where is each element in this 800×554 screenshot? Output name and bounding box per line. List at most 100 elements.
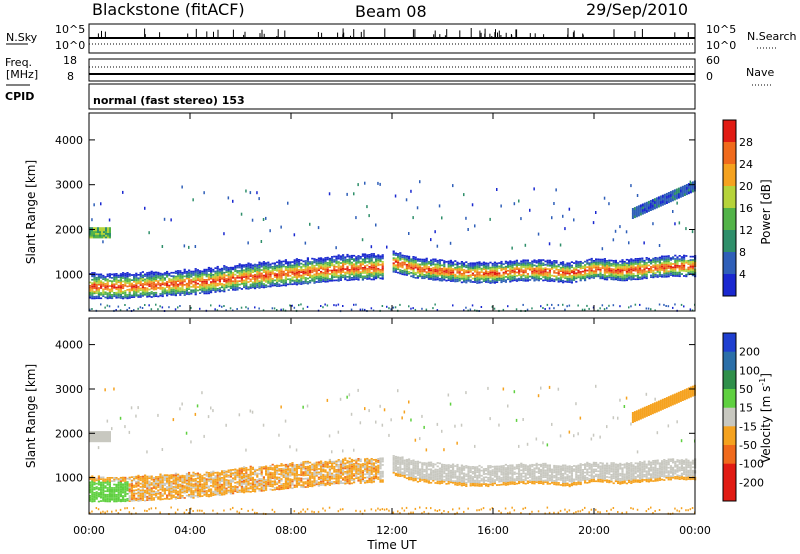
velocity-cell [205, 493, 208, 496]
velocity-cell [146, 497, 149, 500]
velocity-cell [247, 482, 250, 484]
power-cell [97, 290, 100, 293]
velocity-cell [194, 478, 197, 480]
velocity-cell [128, 500, 131, 502]
power-cell [152, 293, 155, 296]
power-cell [207, 283, 210, 286]
power-cell [139, 272, 142, 274]
power-cell [249, 285, 252, 288]
power-cell [115, 293, 118, 296]
power-cell [141, 274, 144, 277]
power-cell [540, 261, 543, 263]
velocity-cell [232, 479, 235, 481]
power-cell [641, 272, 644, 275]
velocity-cell [177, 482, 180, 484]
power-cell [113, 295, 116, 298]
power-cell [141, 291, 144, 294]
power-cell [559, 261, 562, 264]
power-cell [256, 274, 259, 277]
power-cell [689, 182, 692, 186]
power-cell [584, 267, 587, 270]
colorbar-tick-label: 20 [739, 180, 753, 193]
power-cell [236, 288, 239, 291]
velocity-cell [152, 493, 155, 496]
power-cell [663, 264, 666, 266]
power-cell [645, 209, 648, 213]
power-cell [553, 266, 556, 269]
power-cell [313, 277, 316, 279]
power-cell [141, 271, 144, 273]
power-cell [238, 270, 241, 272]
velocity-cell [254, 485, 257, 488]
power-cell [214, 272, 217, 275]
power-cell [271, 267, 274, 270]
power-cell [469, 265, 472, 268]
power-cell [630, 266, 633, 269]
power-cell [482, 268, 485, 271]
power-cell [496, 277, 499, 280]
power-cell [333, 272, 336, 275]
power-cell [559, 263, 562, 266]
power-cell [672, 258, 675, 260]
power-cell [260, 286, 263, 288]
power-cell [201, 280, 204, 283]
velocity-cell [188, 477, 191, 479]
power-cell [674, 266, 677, 269]
velocity-cell [100, 485, 103, 487]
velocity-cell [267, 470, 270, 472]
power-scatter [548, 307, 551, 310]
power-cell [379, 257, 382, 259]
power-cell [500, 269, 503, 272]
power-cell [311, 271, 314, 274]
velocity-cell [245, 478, 248, 481]
power-cell [161, 290, 164, 292]
power-cell [293, 264, 296, 267]
velocity-cell [240, 474, 243, 476]
power-cell [89, 286, 92, 289]
power-cell [278, 283, 281, 286]
power-cell [313, 278, 316, 281]
power-cell [357, 261, 360, 264]
velocity-cell [227, 483, 230, 485]
velocity-cell [141, 484, 144, 486]
power-cell [691, 264, 694, 266]
power-cell [661, 265, 664, 268]
power-cell [214, 275, 217, 278]
power-cell [124, 293, 127, 296]
velocity-cell [216, 488, 219, 491]
power-cell [412, 269, 415, 272]
power-cell [119, 274, 122, 277]
power-cell [89, 295, 92, 297]
velocity-cell [225, 479, 228, 481]
velocity-cell [190, 488, 193, 490]
velocity-cell [190, 483, 193, 485]
power-scatter [254, 306, 256, 309]
power-cell [210, 269, 213, 271]
power-cell [647, 268, 650, 270]
velocity-cell [159, 478, 162, 481]
power-cell [269, 277, 272, 279]
power-cell [218, 290, 221, 293]
velocity-cell [141, 487, 144, 490]
power-cell [212, 275, 215, 278]
power-cell [524, 280, 527, 282]
velocity-cell [152, 490, 155, 493]
power-cell [465, 276, 468, 279]
power-cell [643, 210, 646, 214]
velocity-scatter [133, 507, 135, 510]
power-cell [159, 276, 162, 278]
power-cell [633, 212, 636, 216]
power-cell [432, 270, 435, 273]
velocity-cell [179, 493, 182, 496]
power-cell [647, 257, 650, 260]
velocity-cell [100, 483, 103, 486]
power-cell [295, 280, 298, 282]
power-cell [630, 278, 633, 281]
velocity-cell [137, 479, 140, 482]
power-cell [262, 278, 265, 280]
power-cell [588, 272, 591, 275]
power-scatter [177, 306, 179, 309]
power-cell [133, 277, 136, 280]
velocity-cell [115, 478, 118, 481]
power-cell [430, 276, 433, 279]
